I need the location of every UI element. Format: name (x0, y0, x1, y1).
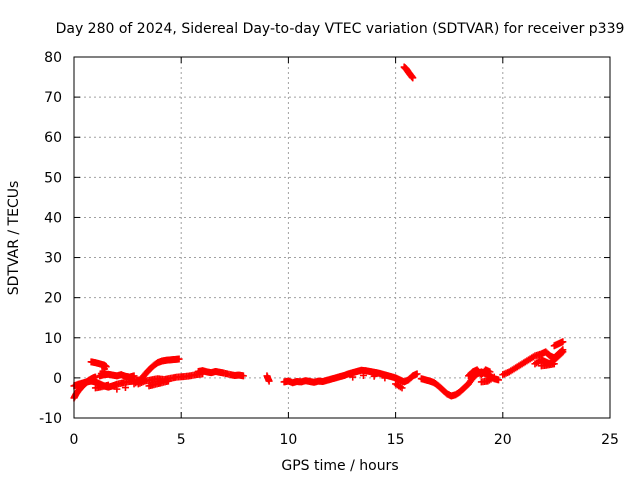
x-tick-label: 0 (70, 432, 79, 448)
data-point (486, 368, 494, 376)
y-tick-label: 20 (44, 291, 62, 307)
data-point (164, 377, 172, 385)
data-point (490, 373, 498, 381)
data-point (175, 355, 183, 363)
y-tick-label: 60 (44, 130, 62, 146)
y-tick-label: 30 (44, 251, 62, 267)
data-point (265, 377, 273, 385)
data-point (559, 348, 567, 356)
data-point (359, 371, 367, 379)
data-point (413, 370, 421, 378)
y-axis-title: SDTVAR / TECUs (6, 181, 22, 296)
x-axis-title: GPS time / hours (281, 458, 398, 474)
data-series (70, 63, 567, 402)
y-tick-label: 50 (44, 170, 62, 186)
grid (74, 57, 610, 418)
data-point (558, 349, 566, 357)
data-point (495, 376, 503, 384)
y-tick-label: -10 (39, 411, 62, 427)
chart-title: Day 280 of 2024, Sidereal Day-to-day VTE… (56, 21, 625, 37)
x-tick-label: 10 (279, 432, 297, 448)
axes: 0 5 10 15 20 25 -10 0 10 20 30 40 50 60 70 80 (39, 50, 619, 448)
x-tick-label: 15 (387, 432, 405, 448)
y-tick-label: 70 (44, 90, 62, 106)
plot-frame (73, 56, 611, 419)
data-point (121, 384, 129, 392)
data-point (370, 372, 378, 380)
data-point (559, 338, 567, 346)
data-point (349, 373, 357, 381)
x-tick-label: 25 (601, 432, 619, 448)
x-tick-label: 20 (494, 432, 512, 448)
data-point (398, 384, 406, 392)
data-point (104, 381, 112, 389)
y-tick-label: 10 (44, 331, 62, 347)
data-point (113, 385, 121, 393)
y-tick-label: 0 (53, 371, 62, 387)
data-point (409, 74, 417, 82)
x-tick-label: 5 (177, 432, 186, 448)
data-point (130, 372, 138, 380)
data-point (239, 372, 247, 380)
data-point (550, 360, 558, 368)
y-tick-label: 40 (44, 210, 62, 226)
y-tick-label: 80 (44, 50, 62, 66)
data-point (381, 374, 389, 382)
